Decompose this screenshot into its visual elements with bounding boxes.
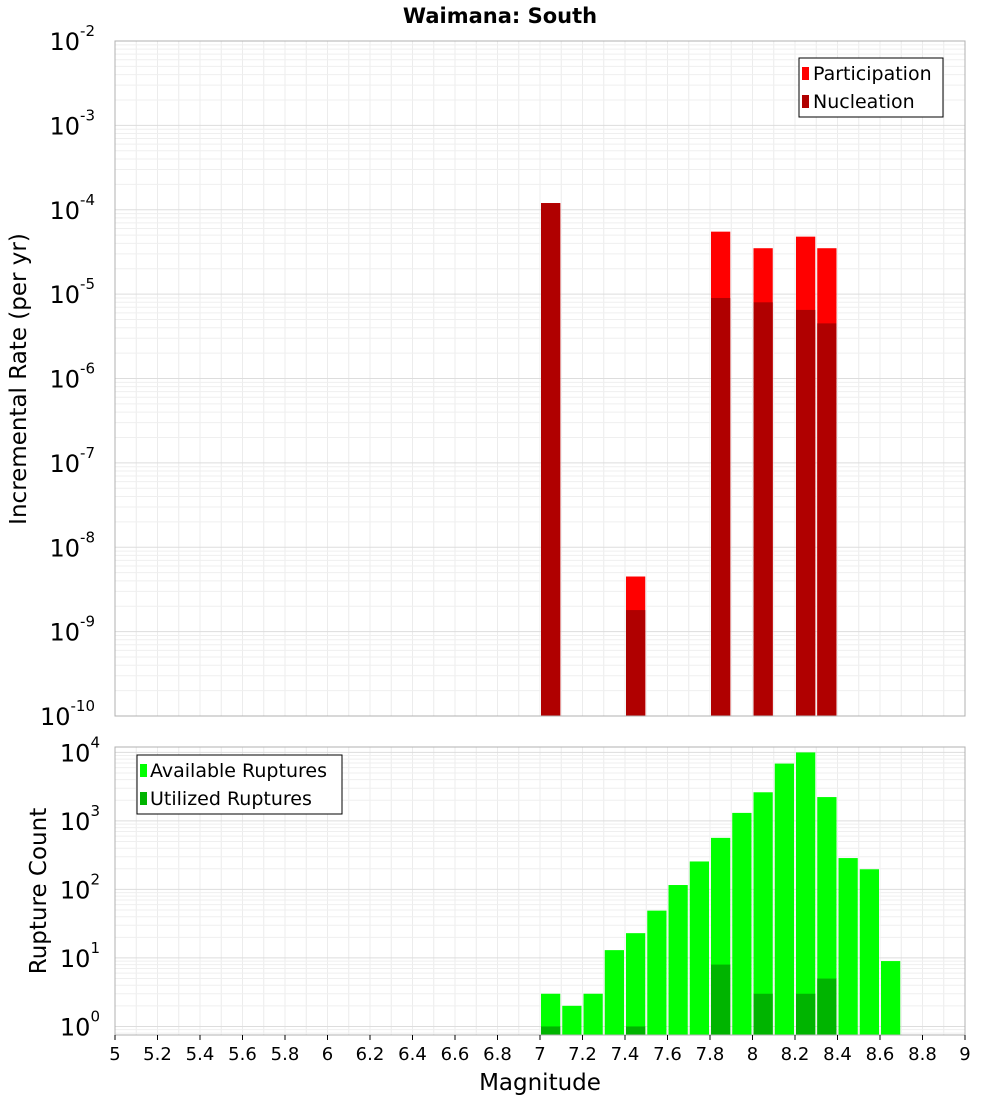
legend-label-participation: Participation [813, 63, 932, 85]
x-tick-label: 8 [747, 1044, 758, 1065]
count-bar-available-ruptures [626, 933, 646, 1035]
count-bar-available-ruptures [668, 885, 688, 1035]
bottom-bars [541, 752, 901, 1035]
count-bar-available-ruptures [541, 993, 561, 1035]
y-tick-label: 10-6 [49, 360, 95, 394]
rate-bar-nucleation [796, 309, 816, 716]
count-bar-available-ruptures [732, 812, 752, 1035]
y-tick-label: 100 [60, 1007, 100, 1041]
rate-bar-nucleation [817, 323, 837, 716]
top-bars [541, 203, 837, 717]
count-bar-available-ruptures [881, 961, 901, 1035]
top-y-ticks: 10-10 10-9 10-8 10-7 10-6 10-5 10-4 10-3 10-2 [40, 22, 95, 731]
count-bar-available-ruptures [753, 792, 773, 1035]
legend-label-available: Available Ruptures [150, 760, 327, 782]
y-tick-label: 10-5 [49, 275, 95, 309]
y-tick-label: 102 [60, 870, 100, 904]
count-bar-available-ruptures [859, 869, 879, 1035]
rate-bar-nucleation [711, 297, 731, 716]
x-tick-label: 7.8 [696, 1044, 725, 1065]
top-plot-frame [114, 40, 966, 717]
bottom-legend: Available Ruptures Utilized Ruptures [136, 754, 343, 815]
top-grid [114, 40, 966, 717]
y-tick-label: 10-2 [49, 22, 95, 56]
top-panel: Waimana: South 10-10 10-9 10-8 10-7 10-6 10-5… [6, 4, 966, 731]
legend-swatch-available [140, 764, 147, 777]
x-tick-label: 5.2 [143, 1044, 172, 1065]
x-tick-label: 7.2 [568, 1044, 597, 1065]
x-tick-label: 6 [322, 1044, 333, 1065]
top-y-axis-label: Incremental Rate (per yr) [6, 233, 32, 525]
x-tick-label: 6.4 [398, 1044, 427, 1065]
legend-label-utilized: Utilized Ruptures [150, 788, 312, 810]
x-tick-label: 6.8 [483, 1044, 512, 1065]
bottom-panel: 100 101 102 103 104 5 5.2 5.4 5.6 5.8 6 6.2 6.4 6.6 6… [26, 733, 971, 1096]
y-tick-label: 10-9 [49, 613, 95, 647]
count-bar-utilized-ruptures [796, 993, 816, 1035]
count-bar-utilized-ruptures [711, 964, 731, 1035]
top-legend: Participation Nucleation [798, 57, 944, 118]
x-tick-label: 5.4 [186, 1044, 215, 1065]
x-tick-label: 7.6 [653, 1044, 682, 1065]
rate-bar-nucleation [753, 302, 773, 716]
count-bar-available-ruptures [838, 858, 858, 1035]
y-tick-label: 103 [60, 802, 100, 836]
count-bar-available-ruptures [604, 950, 624, 1035]
legend-swatch-nucleation [802, 95, 809, 108]
rate-bar-nucleation [626, 610, 646, 716]
count-bar-available-ruptures [774, 763, 794, 1035]
count-bar-utilized-ruptures [753, 993, 773, 1035]
x-tick-label: 5 [109, 1044, 120, 1065]
y-tick-label: 10-8 [49, 528, 95, 562]
y-tick-label: 104 [60, 733, 100, 767]
bottom-legend-box [136, 754, 343, 815]
x-tick-label: 8.8 [908, 1044, 937, 1065]
x-tick-label: 8.2 [781, 1044, 810, 1065]
x-tick-label: 5.6 [228, 1044, 257, 1065]
x-tick-label: 8.4 [823, 1044, 852, 1065]
legend-label-nucleation: Nucleation [813, 91, 915, 113]
legend-swatch-utilized [140, 792, 147, 805]
rate-bar-nucleation [541, 203, 561, 716]
x-tick-label: 6.2 [356, 1044, 385, 1065]
y-tick-label: 10-10 [40, 697, 95, 731]
count-bar-available-ruptures [647, 910, 667, 1035]
y-tick-label: 10-4 [49, 191, 95, 225]
y-tick-label: 10-7 [49, 444, 95, 478]
count-bar-available-ruptures [689, 861, 709, 1035]
x-tick-label: 8.6 [866, 1044, 895, 1065]
count-bar-utilized-ruptures [541, 1026, 561, 1035]
count-bar-available-ruptures [817, 797, 837, 1035]
count-bar-available-ruptures [562, 1005, 582, 1035]
count-bar-available-ruptures [796, 752, 816, 1035]
bottom-y-axis-label: Rupture Count [26, 808, 52, 974]
count-bar-available-ruptures [583, 993, 603, 1035]
count-bar-utilized-ruptures [817, 978, 837, 1035]
x-tick-label: 9 [959, 1044, 970, 1065]
top-legend-box [798, 57, 944, 118]
bottom-y-ticks: 100 101 102 103 104 [60, 733, 100, 1041]
x-ticks: 5 5.2 5.4 5.6 5.8 6 6.2 6.4 6.6 6.8 7 7.2 7.4 7.6 7.8 8… [109, 1035, 971, 1065]
x-tick-label: 7.4 [611, 1044, 640, 1065]
chart-title: Waimana: South [403, 4, 597, 28]
x-tick-label: 7 [534, 1044, 545, 1065]
x-tick-label: 6.6 [441, 1044, 470, 1065]
x-tick-label: 5.8 [271, 1044, 300, 1065]
count-bar-utilized-ruptures [626, 1026, 646, 1035]
legend-swatch-participation [802, 67, 809, 80]
y-tick-label: 101 [60, 939, 100, 973]
y-tick-label: 10-3 [49, 106, 95, 140]
x-axis-label: Magnitude [479, 1070, 601, 1096]
